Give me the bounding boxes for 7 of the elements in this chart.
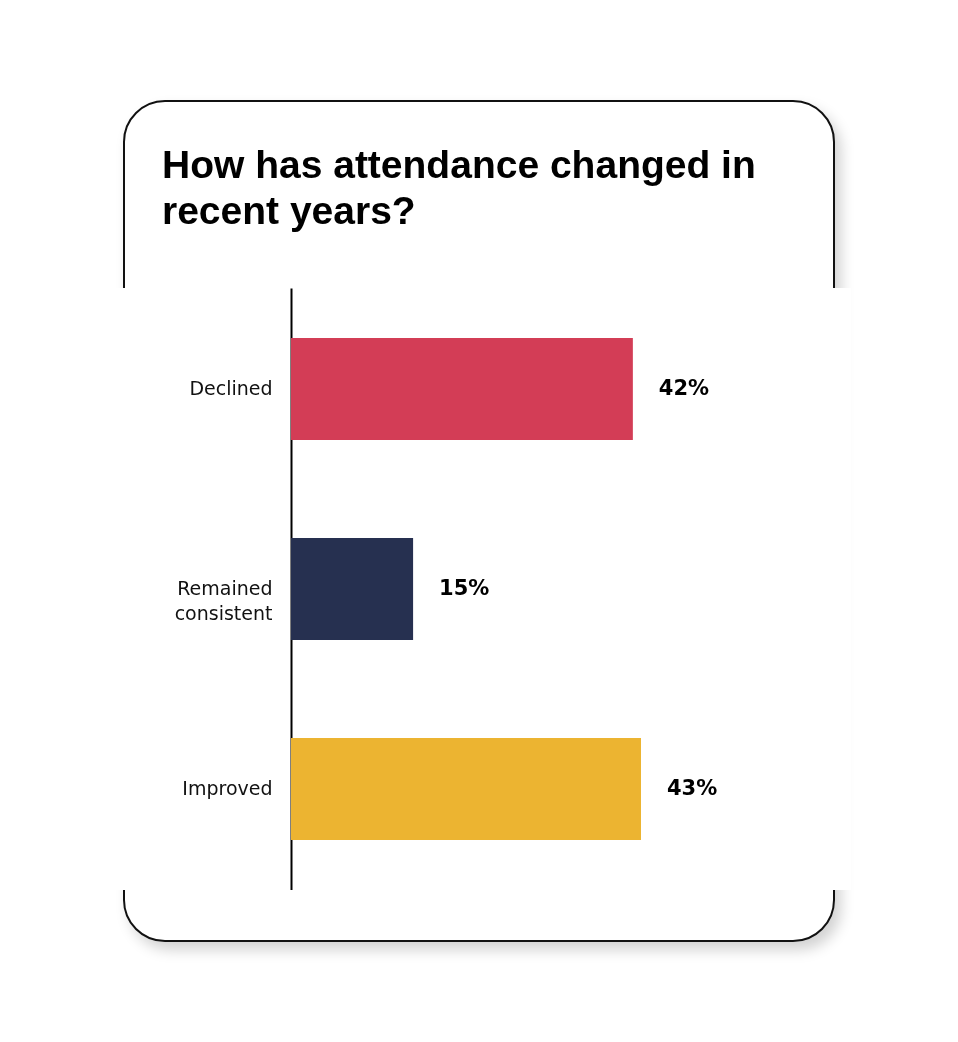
y-tick-label: Remained consistent bbox=[174, 577, 273, 624]
y-tick-label: Improved bbox=[182, 777, 273, 799]
y-tick-label: Declined bbox=[189, 377, 273, 399]
data-label: 15% bbox=[439, 576, 490, 600]
data-label: 43% bbox=[667, 776, 718, 800]
chart-title: How has attendance changed in recent years? bbox=[162, 142, 757, 234]
data-label: 42% bbox=[658, 376, 710, 400]
